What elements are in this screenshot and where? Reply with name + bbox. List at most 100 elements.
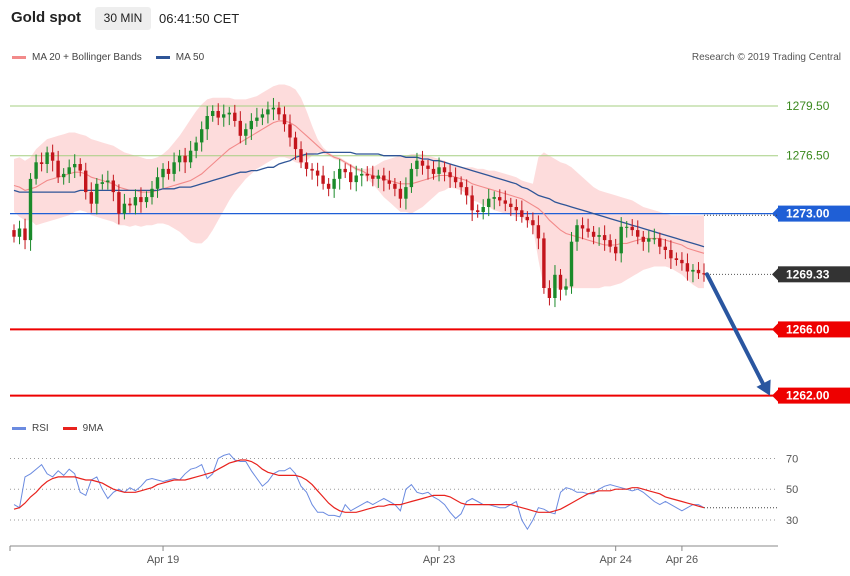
candle xyxy=(260,114,265,118)
timeframe-button[interactable]: 30 MIN xyxy=(95,7,151,30)
candle xyxy=(271,107,276,110)
candle xyxy=(73,164,77,168)
candle xyxy=(150,188,154,198)
candle xyxy=(470,195,474,211)
candle xyxy=(625,226,629,228)
candle xyxy=(404,187,408,199)
candle xyxy=(117,192,121,214)
pivot-label-pointer-2 xyxy=(772,206,779,221)
candle xyxy=(459,182,463,188)
chart-header: Gold spot 30 MIN 06:41:50 CET xyxy=(0,0,850,38)
candle xyxy=(691,269,695,272)
candle xyxy=(608,240,612,247)
candle xyxy=(702,273,706,275)
legend-rsi: RSI xyxy=(12,423,49,434)
candle xyxy=(299,149,303,163)
legend-ma20-label: MA 20 + Bollinger Bands xyxy=(32,52,142,63)
candle xyxy=(39,162,44,164)
candle xyxy=(371,175,375,179)
legend-ma20: MA 20 + Bollinger Bands xyxy=(12,52,142,63)
candle xyxy=(409,168,414,188)
candle xyxy=(658,238,662,247)
candle xyxy=(282,114,287,125)
pivot-label-2: 1273.00 xyxy=(786,207,830,221)
candle xyxy=(420,160,425,166)
ma50-line xyxy=(13,151,705,248)
candle xyxy=(442,167,447,173)
support-label-box-4 xyxy=(778,321,850,338)
candle xyxy=(503,200,507,204)
last-label-box-3 xyxy=(778,266,850,283)
legend-9ma: 9MA xyxy=(62,423,104,434)
resistance-label-0: 1279.50 xyxy=(786,99,830,113)
rsi-legend: RSI 9MA xyxy=(12,423,117,434)
candle xyxy=(194,142,198,151)
candle xyxy=(564,286,568,290)
candle xyxy=(525,216,529,221)
candle xyxy=(536,225,541,239)
rsi-9ma-line xyxy=(13,459,705,513)
legend-ma20-swatch xyxy=(12,56,26,59)
last-label-3: 1269.33 xyxy=(786,267,830,281)
candle xyxy=(509,203,513,207)
candle xyxy=(288,124,292,138)
candle xyxy=(636,230,640,237)
support-label-pointer-5 xyxy=(772,388,779,403)
legend-rsi-swatch xyxy=(12,427,26,430)
candle xyxy=(332,178,336,189)
last-label-pointer-3 xyxy=(772,267,779,282)
candle xyxy=(547,288,552,298)
candle xyxy=(597,235,601,237)
candle xyxy=(542,238,546,288)
candle xyxy=(12,230,16,237)
candle xyxy=(28,178,33,241)
candle xyxy=(50,152,55,161)
candle xyxy=(674,258,679,260)
candle xyxy=(161,168,165,178)
copyright-text: Research © 2019 Trading Central xyxy=(691,52,841,63)
candle xyxy=(498,197,502,201)
candle xyxy=(569,241,574,287)
candle xyxy=(614,246,618,254)
candle xyxy=(111,180,115,193)
candle xyxy=(56,160,60,178)
candle xyxy=(365,173,369,176)
pivot-label-box-2 xyxy=(778,205,850,222)
candle xyxy=(255,117,259,121)
candle xyxy=(200,129,204,143)
candle xyxy=(641,236,645,242)
candle xyxy=(437,167,441,174)
instrument-title: Gold spot xyxy=(11,9,81,26)
bollinger-band-area xyxy=(14,84,704,289)
candle xyxy=(453,177,458,183)
candle xyxy=(133,197,138,206)
candle xyxy=(23,228,27,241)
resistance-label-1: 1276.50 xyxy=(786,149,830,163)
legend-ma50-label: MA 50 xyxy=(175,52,205,63)
candle xyxy=(580,225,585,229)
candle xyxy=(100,182,104,184)
rsi-tick-70: 70 xyxy=(786,453,798,465)
legend-9ma-label: 9MA xyxy=(82,423,104,434)
candle xyxy=(172,162,176,174)
candle xyxy=(602,235,607,241)
candle xyxy=(62,173,66,178)
candle xyxy=(216,111,220,118)
candle xyxy=(238,120,242,136)
candle xyxy=(139,197,143,203)
candle xyxy=(696,269,701,274)
rsi-tick-50: 50 xyxy=(786,484,798,496)
forecast-arrow-shaft xyxy=(705,272,768,392)
candle xyxy=(476,210,480,212)
candle xyxy=(188,150,193,163)
candle xyxy=(155,177,160,189)
candle xyxy=(415,160,419,169)
support-label-5: 1262.00 xyxy=(786,389,830,403)
candle xyxy=(387,180,391,184)
candle xyxy=(520,210,524,217)
candle xyxy=(95,183,99,204)
candle xyxy=(481,207,485,212)
legend-ma50-swatch xyxy=(155,56,170,59)
x-tick-label: Apr 23 xyxy=(423,554,455,566)
